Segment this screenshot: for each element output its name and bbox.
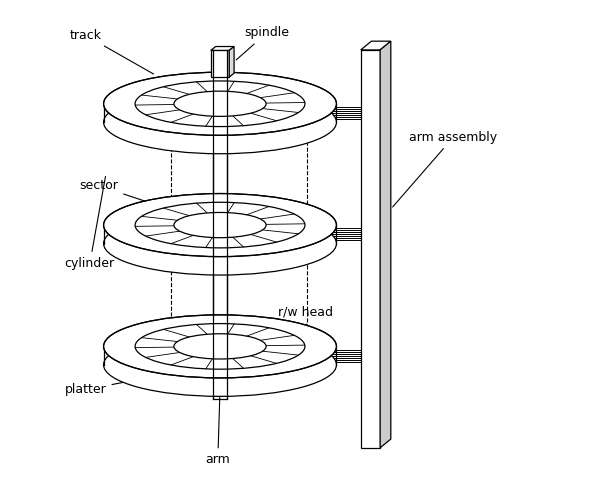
Text: sector: sector xyxy=(79,179,166,208)
Ellipse shape xyxy=(174,91,266,116)
Text: platter: platter xyxy=(65,381,130,396)
Text: spindle: spindle xyxy=(236,26,289,60)
Text: cylinder: cylinder xyxy=(65,176,115,270)
Polygon shape xyxy=(211,50,229,77)
Polygon shape xyxy=(211,46,234,50)
Text: r/w head: r/w head xyxy=(278,305,333,348)
Text: track: track xyxy=(70,29,154,74)
Polygon shape xyxy=(361,50,380,448)
Text: arm assembly: arm assembly xyxy=(393,131,497,207)
Polygon shape xyxy=(213,50,227,399)
Ellipse shape xyxy=(103,194,336,257)
Ellipse shape xyxy=(103,315,336,378)
Ellipse shape xyxy=(174,334,266,359)
Polygon shape xyxy=(229,46,234,77)
Polygon shape xyxy=(380,41,391,448)
Ellipse shape xyxy=(103,91,336,154)
Ellipse shape xyxy=(135,81,305,126)
Ellipse shape xyxy=(174,212,266,238)
Ellipse shape xyxy=(135,202,305,248)
Ellipse shape xyxy=(135,324,305,369)
Text: arm: arm xyxy=(206,392,231,467)
Ellipse shape xyxy=(103,333,336,396)
Polygon shape xyxy=(361,41,391,50)
Ellipse shape xyxy=(103,72,336,135)
Ellipse shape xyxy=(103,212,336,275)
